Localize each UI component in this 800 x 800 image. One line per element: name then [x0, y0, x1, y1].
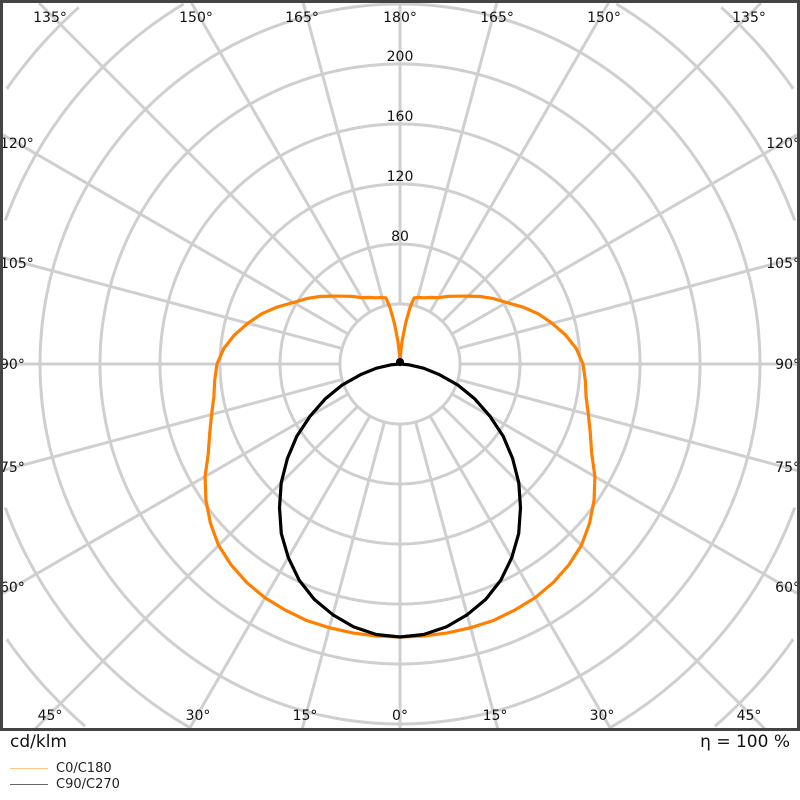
- curves: [203, 294, 597, 639]
- angle-label-right: 105°: [766, 256, 800, 272]
- legend-label: C90/C270: [56, 777, 120, 792]
- grid-spoke: [414, 3, 499, 307]
- radial-tick-label: 80: [391, 229, 409, 245]
- grid-spoke: [3, 133, 349, 336]
- angle-label-left: 120°: [0, 136, 34, 152]
- angle-label-top: 135°: [33, 10, 67, 26]
- angle-label-right: 60°: [775, 580, 800, 596]
- angle-label-bottom: 0°: [392, 708, 408, 724]
- angle-label-top: 180°: [383, 10, 417, 26]
- angle-label-top: 150°: [587, 10, 621, 26]
- grid-spoke: [3, 256, 343, 350]
- angle-label-right: 90°: [775, 357, 800, 373]
- grid-spoke: [301, 3, 386, 307]
- angle-label-top: 165°: [285, 10, 319, 26]
- grid-spoke: [428, 415, 613, 729]
- angle-label-top: 165°: [480, 10, 514, 26]
- polar-grid: [3, 3, 797, 729]
- radial-tick-label: 200: [387, 49, 414, 65]
- angle-label-left: 60°: [0, 580, 25, 596]
- plot-frame: [0, 0, 800, 731]
- angle-label-bottom: 30°: [590, 708, 615, 724]
- angle-label-left: 105°: [0, 256, 34, 272]
- grid-spoke: [37, 3, 359, 323]
- radial-tick-label: 120: [387, 169, 414, 185]
- grid-spoke: [414, 421, 500, 729]
- grid-spoke: [300, 421, 386, 729]
- curve-c90-c270: [277, 362, 523, 639]
- legend-item-c90-c270: C90/C270: [10, 777, 120, 792]
- legend-item-c0-c180: C0/C180: [10, 761, 112, 776]
- angle-label-right: 75°: [775, 460, 800, 476]
- grid-circle: [5, 6, 795, 728]
- grid-spoke: [190, 3, 372, 313]
- angle-label-top: 150°: [179, 10, 213, 26]
- angle-label-right: 120°: [766, 136, 800, 152]
- grid-spoke: [3, 378, 343, 472]
- grid-spoke: [451, 392, 797, 595]
- radial-tick-labels: 80 120 160 200: [387, 49, 414, 245]
- radial-tick-label: 160: [387, 109, 414, 125]
- grid-spoke: [457, 378, 797, 472]
- grid-spoke: [441, 3, 763, 323]
- angle-label-bottom: 45°: [737, 708, 762, 724]
- grid-spoke: [33, 405, 359, 729]
- angle-label-bottom: 15°: [293, 708, 318, 724]
- legend-swatch: [10, 784, 48, 785]
- angle-labels: 135° 150° 165° 180° 165° 150° 135° 45° 30° 15° 0° 1…: [0, 10, 800, 724]
- center-point: [396, 358, 404, 366]
- angle-label-left: 90°: [0, 357, 25, 373]
- efficiency-label: η = 100 %: [700, 732, 790, 752]
- grid-spoke: [451, 133, 797, 336]
- grid-circle: [3, 3, 797, 729]
- unit-label: cd/klm: [10, 732, 67, 752]
- angle-label-bottom: 45°: [38, 708, 63, 724]
- angle-label-left: 75°: [0, 460, 25, 476]
- legend-swatch: [10, 768, 48, 769]
- angle-label-top: 135°: [732, 10, 766, 26]
- grid-spoke: [441, 405, 767, 729]
- grid-spoke: [457, 256, 797, 350]
- angle-label-bottom: 15°: [483, 708, 508, 724]
- grid-spoke: [187, 415, 372, 729]
- grid-spoke: [428, 3, 610, 313]
- grid-spoke: [3, 392, 349, 595]
- angle-label-bottom: 30°: [186, 708, 211, 724]
- legend-label: C0/C180: [56, 761, 112, 776]
